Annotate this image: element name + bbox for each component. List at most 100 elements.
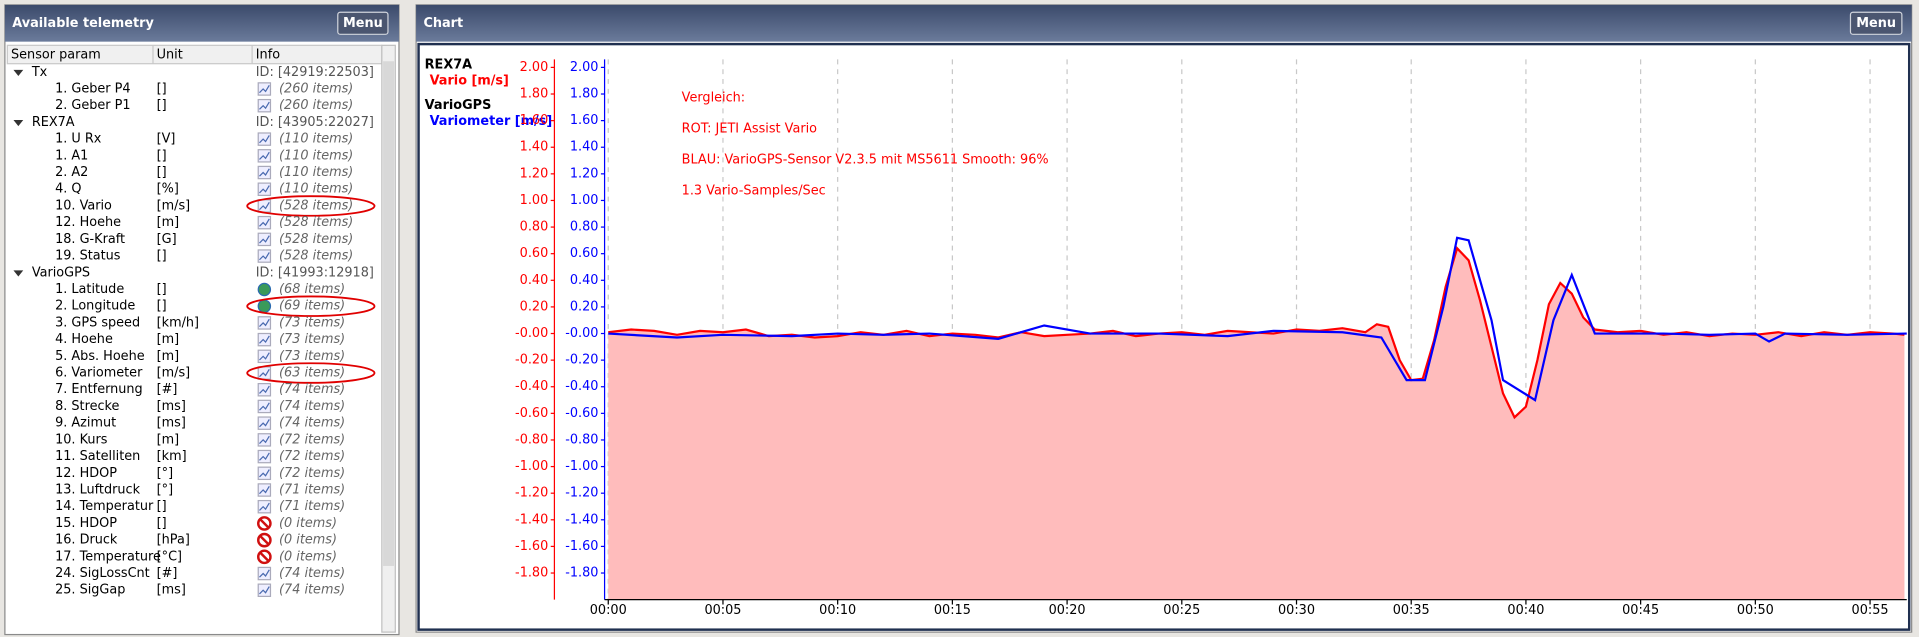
group-name: REX7A	[32, 115, 75, 130]
y-tick-label: -0.20	[515, 353, 548, 368]
sensor-unit: []	[157, 299, 167, 314]
y-tick-label: -1.60	[565, 539, 598, 554]
chart-icon	[259, 569, 270, 578]
sensor-param: 25. SigGap	[55, 583, 125, 598]
chart-icon	[259, 168, 270, 177]
sensor-info: (72 items)	[279, 466, 345, 481]
sensor-param: 10. Vario	[55, 198, 112, 213]
y-tick-label: 0.80	[520, 220, 549, 235]
sensor-info: (73 items)	[279, 332, 345, 347]
sensor-unit: [%]	[157, 182, 179, 197]
sensor-unit: [m]	[157, 215, 180, 230]
chart-icon	[257, 583, 272, 597]
sensor-info: (63 items)	[279, 366, 345, 381]
sensor-info: (110 items)	[279, 132, 353, 147]
chart: 00:00 00:05 00:10 00:15 00:20 00:25 00:30 00:35…	[425, 57, 1907, 618]
sensor-param: 4. Q	[55, 182, 81, 197]
highlight-circle	[246, 362, 376, 384]
sensor-info: (528 items)	[279, 232, 353, 247]
chart-icon	[259, 435, 270, 444]
scrollbar-thumb[interactable]	[383, 61, 395, 566]
chart-icon	[259, 385, 270, 394]
chart-icon	[257, 165, 272, 180]
y-tick-label: 0.40	[520, 273, 549, 288]
sensor-unit: [km/h]	[157, 315, 199, 330]
sensor-unit: []	[157, 81, 167, 96]
chart-frame	[417, 42, 1911, 631]
sensor-unit: [°C]	[157, 549, 182, 564]
y-tick-label: 1.00	[570, 193, 599, 208]
highlight-circle	[246, 295, 376, 317]
sensor-unit: [ms]	[157, 416, 186, 431]
y-tick-label: 1.20	[570, 166, 599, 181]
sensor-info: (110 items)	[279, 148, 353, 163]
chart-icon	[259, 586, 270, 595]
x-tick-label: 00:50	[1737, 603, 1774, 618]
panel-titlebar	[4, 4, 399, 42]
chart-icon	[257, 316, 272, 330]
menu-button[interactable]	[337, 11, 389, 35]
chart-icon	[257, 566, 272, 581]
y-tick-label: -1.80	[565, 566, 598, 581]
y-tick-label: -0.80	[515, 432, 548, 447]
sensor-info: (260 items)	[279, 81, 353, 96]
expander	[13, 69, 24, 76]
sensor-info: (71 items)	[279, 499, 345, 514]
sensor-param: 6. Variometer	[55, 366, 143, 381]
sensor-param: 7. Entfernung	[55, 382, 143, 397]
chart-icon	[257, 82, 272, 96]
line	[608, 236, 1907, 402]
sensor-unit: []	[157, 148, 167, 163]
chart-icon	[257, 149, 272, 163]
sensor-info: (74 items)	[279, 566, 345, 581]
y-tick-label: 0.20	[520, 299, 549, 314]
sensor-unit: []	[157, 516, 167, 531]
y-tick-label: -0.00	[565, 326, 598, 341]
y-tick-label: -1.00	[515, 459, 548, 474]
chart-icon	[257, 399, 272, 414]
y-tick-label: -0.60	[515, 406, 548, 421]
column-header: Info	[256, 48, 280, 63]
sensor-unit: [#]	[157, 566, 178, 581]
y-tick-label: 0.80	[570, 220, 599, 235]
column-header: Unit	[157, 48, 183, 63]
chart-icon	[257, 433, 272, 447]
sensor-param: 2. Geber P1	[55, 98, 130, 113]
menu-label[interactable]: Menu	[343, 16, 383, 31]
sensor-param: 15. HDOP	[55, 516, 117, 531]
chart-icon	[257, 332, 272, 347]
sensor-param: 13. Luftdruck	[55, 482, 141, 497]
chart-icon	[257, 132, 272, 146]
group-id: ID: [41993:12918]	[256, 265, 374, 280]
x-tick-label: 00:45	[1622, 603, 1659, 618]
sensor-unit: [m/s]	[157, 198, 191, 213]
chart-icon	[259, 469, 270, 478]
annotation: Vergleich:	[682, 90, 745, 105]
sensor-info: (0 items)	[279, 549, 337, 564]
menu-label[interactable]: Menu	[1856, 16, 1896, 31]
sensor-param: 5. Abs. Hoehe	[55, 349, 145, 364]
chart-icon	[259, 318, 270, 328]
highlight-circle	[246, 195, 376, 217]
sensor-unit: [m]	[157, 332, 180, 347]
sensor-param: 24. SigLossCnt	[55, 566, 150, 581]
sensor-param: 12. Hoehe	[55, 215, 121, 230]
sensor-info: (110 items)	[279, 182, 353, 197]
forbidden-icon	[259, 518, 270, 529]
sensor-unit: []	[157, 249, 167, 264]
chart-icon	[259, 151, 270, 160]
chart-icon	[259, 335, 270, 344]
chart-icon	[259, 101, 270, 110]
chart-icon	[257, 383, 272, 397]
chart-icon	[259, 185, 270, 194]
sensor-info: (74 items)	[279, 416, 345, 431]
chart-icon	[259, 452, 270, 461]
sensor-info: (0 items)	[279, 533, 337, 548]
menu-button[interactable]	[1849, 11, 1903, 35]
chart-icon	[259, 486, 270, 495]
sensor-param: 2. Longitude	[55, 299, 135, 314]
legend-group: REX7A	[425, 57, 472, 72]
y-tick-label: -1.00	[565, 459, 598, 474]
sensor-info: (74 items)	[279, 583, 345, 598]
annotation: ROT: JETI Assist Vario	[682, 121, 817, 136]
